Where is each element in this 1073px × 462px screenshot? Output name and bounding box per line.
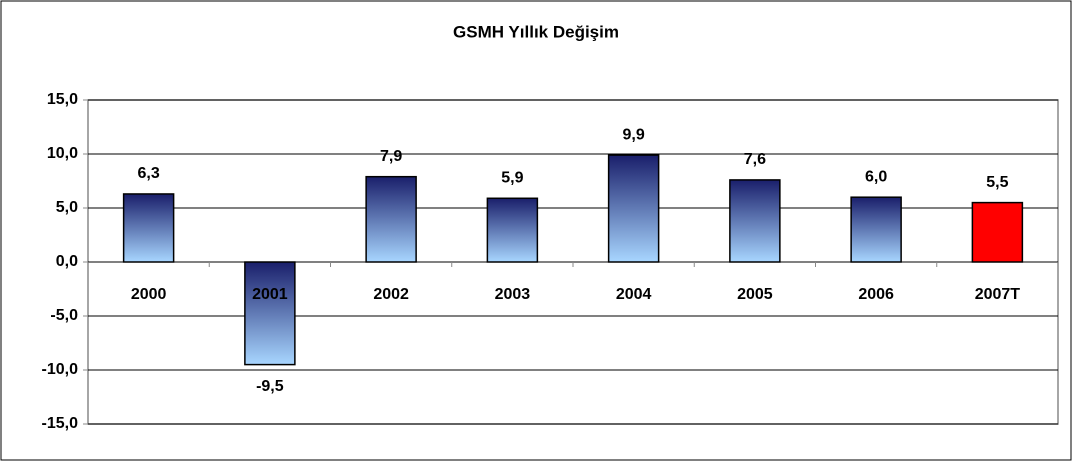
value-label: 9,9 xyxy=(623,126,645,143)
value-label: 7,9 xyxy=(380,148,402,165)
y-tick-label: 0,0 xyxy=(56,253,78,270)
x-tick-label: 2002 xyxy=(373,286,409,303)
bar xyxy=(122,193,175,263)
bar xyxy=(607,154,660,263)
x-tick-label: 2007T xyxy=(975,286,1021,303)
x-tick-label: 2003 xyxy=(495,286,531,303)
y-tick-label: 15,0 xyxy=(47,91,78,108)
value-label: 6,3 xyxy=(138,165,160,182)
bar xyxy=(244,261,296,366)
value-label: 6,0 xyxy=(865,168,887,185)
x-tick-label: 2006 xyxy=(858,286,894,303)
bar xyxy=(729,179,781,263)
y-tick-label: -10,0 xyxy=(42,361,79,378)
bar xyxy=(850,196,902,263)
value-label: 7,6 xyxy=(744,151,766,168)
x-tick-label: 2004 xyxy=(616,286,652,303)
x-tick-label: 2001 xyxy=(252,286,288,303)
bar xyxy=(486,197,539,263)
value-label: 5,9 xyxy=(501,169,523,186)
x-tick-label: 2005 xyxy=(737,286,773,303)
y-tick-label: -15,0 xyxy=(42,415,79,432)
bar xyxy=(365,175,417,263)
bar xyxy=(971,201,1024,263)
x-tick-label: 2000 xyxy=(131,286,167,303)
value-label: -9,5 xyxy=(256,378,284,395)
y-tick-label: 10,0 xyxy=(47,145,78,162)
y-tick-label: 5,0 xyxy=(56,199,78,216)
value-label: 5,5 xyxy=(986,174,1008,191)
y-tick-label: -5,0 xyxy=(50,307,78,324)
chart-title: GSMH Yıllık Değişim xyxy=(453,22,619,41)
